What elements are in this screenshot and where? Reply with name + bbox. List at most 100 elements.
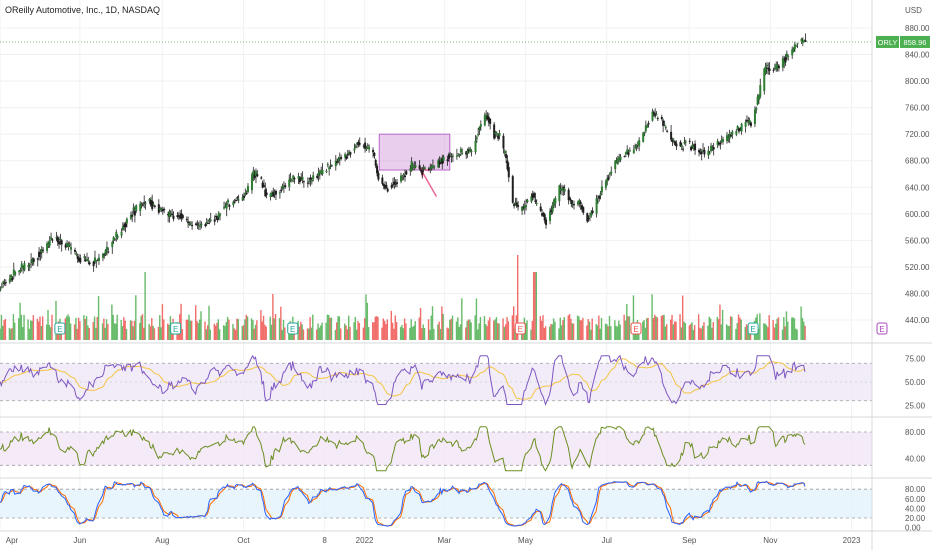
candle bbox=[40, 246, 43, 259]
volume-bar bbox=[133, 320, 136, 340]
candle bbox=[702, 143, 705, 153]
volume-bar bbox=[671, 314, 673, 340]
candle-body bbox=[281, 185, 284, 189]
candle-body bbox=[50, 237, 53, 240]
candle-body bbox=[755, 107, 758, 111]
candle-body bbox=[358, 143, 361, 145]
candle bbox=[604, 179, 607, 191]
volume-bar bbox=[67, 314, 69, 340]
volume-bar bbox=[399, 326, 402, 340]
volume-bar bbox=[198, 319, 201, 340]
candle bbox=[675, 140, 678, 150]
candle-body bbox=[356, 142, 359, 145]
time-tick-label: Sep bbox=[682, 536, 697, 545]
candle bbox=[20, 260, 23, 272]
candle bbox=[647, 120, 650, 128]
candle bbox=[185, 216, 188, 222]
candle-body bbox=[772, 69, 775, 71]
candle-body bbox=[455, 155, 458, 157]
candle-body bbox=[199, 225, 202, 227]
candle bbox=[635, 144, 638, 152]
candle bbox=[394, 179, 397, 188]
candle bbox=[96, 258, 99, 261]
candle-body bbox=[66, 242, 69, 246]
candle bbox=[236, 195, 239, 201]
candle-body bbox=[47, 244, 50, 247]
volume-bar bbox=[675, 321, 677, 340]
candle bbox=[329, 159, 332, 169]
volume-bar bbox=[19, 302, 21, 340]
volume-bar bbox=[316, 329, 318, 340]
candle-body bbox=[242, 195, 245, 198]
candle-body bbox=[365, 147, 368, 150]
candle-body bbox=[688, 140, 691, 142]
volume-bar bbox=[403, 318, 406, 340]
volume-bar bbox=[427, 319, 430, 340]
volume-bar bbox=[728, 326, 730, 340]
volume-bar bbox=[563, 317, 565, 340]
candle bbox=[554, 196, 557, 208]
candle-body bbox=[777, 65, 780, 69]
volume-bar bbox=[302, 329, 305, 340]
volume-bar bbox=[587, 319, 589, 340]
candle bbox=[598, 195, 601, 202]
rsi-tick-label: 25.00 bbox=[905, 401, 926, 410]
candle-body bbox=[237, 199, 240, 201]
candle-body bbox=[543, 214, 546, 221]
volume-bar bbox=[204, 321, 206, 340]
candle bbox=[365, 146, 368, 152]
earnings-marker: E bbox=[170, 322, 182, 335]
candle-body bbox=[539, 206, 542, 211]
candle bbox=[12, 262, 15, 279]
candle bbox=[549, 207, 552, 225]
volume-bar bbox=[103, 318, 105, 340]
volume-bar bbox=[234, 329, 237, 340]
candle bbox=[558, 184, 561, 206]
volume-bar bbox=[141, 314, 144, 340]
volume-bar bbox=[502, 318, 504, 340]
candle-body bbox=[702, 150, 705, 152]
candle bbox=[477, 127, 480, 137]
candle bbox=[582, 206, 585, 215]
candle bbox=[219, 212, 222, 221]
candle bbox=[215, 213, 218, 220]
candle bbox=[264, 182, 267, 198]
candle-body bbox=[272, 191, 275, 197]
candle-body bbox=[140, 203, 143, 205]
candle bbox=[494, 130, 497, 139]
price-tick-label: 880.00 bbox=[905, 24, 930, 33]
candle bbox=[652, 110, 655, 117]
volume-bar bbox=[506, 316, 508, 340]
candle-body bbox=[457, 154, 460, 156]
candle-body bbox=[362, 145, 365, 147]
candle bbox=[224, 202, 227, 208]
candle-body bbox=[205, 222, 208, 224]
volume-bar bbox=[642, 321, 644, 340]
volume-bar bbox=[206, 325, 209, 340]
candle-body bbox=[692, 146, 695, 149]
candle bbox=[241, 194, 244, 202]
candle bbox=[457, 153, 460, 157]
candle-body bbox=[403, 175, 406, 178]
candle bbox=[181, 214, 184, 220]
candle-body bbox=[764, 66, 767, 74]
candle-body bbox=[635, 144, 638, 148]
volume-bar bbox=[92, 321, 94, 340]
candle-body bbox=[384, 185, 387, 189]
candle-body bbox=[413, 166, 416, 169]
candle bbox=[56, 235, 59, 246]
candle-body bbox=[675, 143, 678, 147]
volume-bar bbox=[717, 319, 720, 340]
candle bbox=[121, 222, 124, 232]
candle-body bbox=[78, 257, 81, 262]
volume-bar bbox=[262, 315, 265, 340]
candle bbox=[301, 171, 304, 184]
volume-bar bbox=[27, 319, 29, 340]
candle bbox=[55, 231, 58, 241]
candle bbox=[227, 198, 230, 205]
candle-body bbox=[447, 154, 450, 159]
candle-body bbox=[562, 187, 565, 189]
candle bbox=[615, 157, 618, 164]
candle-body bbox=[587, 217, 590, 219]
candle-body bbox=[776, 64, 779, 69]
